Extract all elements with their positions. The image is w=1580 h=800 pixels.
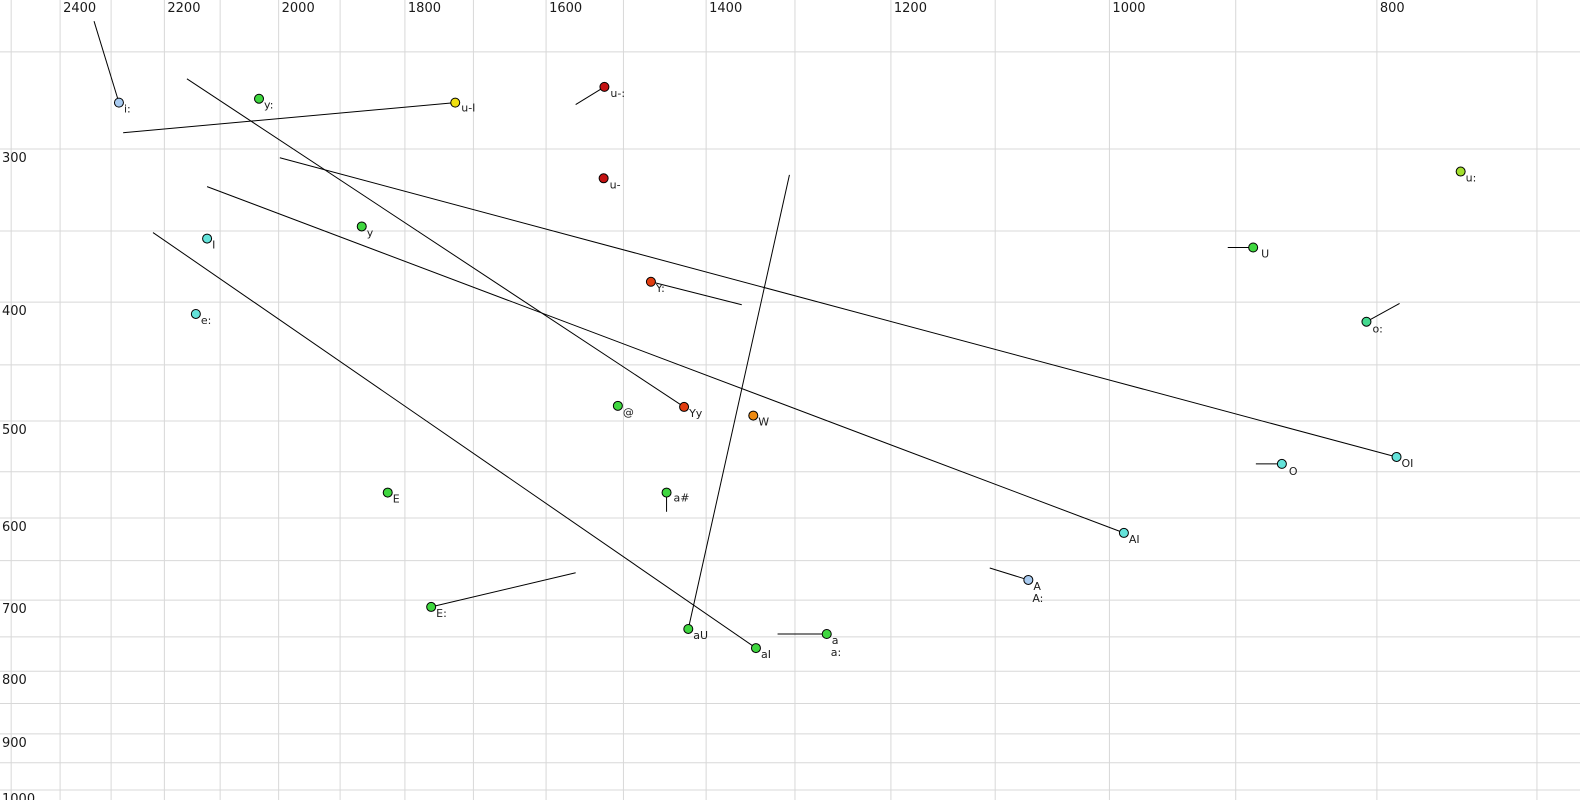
- trajectory-line-AI: [206, 186, 1125, 534]
- vowel-label-E: E: [393, 493, 400, 506]
- y-axis-tick-label: 300: [2, 151, 27, 166]
- vowel-point-@[interactable]: [612, 400, 623, 411]
- vowel-point-OI[interactable]: [1391, 451, 1402, 462]
- y-axis-tick-label: 800: [2, 673, 27, 688]
- vowel-point-E:[interactable]: [426, 601, 437, 612]
- vowel-point-y[interactable]: [356, 221, 367, 232]
- y-axis-tick-label: 500: [2, 423, 27, 438]
- vowel-label-AI: AI: [1129, 533, 1140, 546]
- x-axis-tick-label: 2400: [63, 1, 96, 16]
- trajectory-line-Yy: [186, 78, 685, 408]
- vowel-point-a[interactable]: [821, 628, 832, 639]
- vowel-label-a#: a#: [674, 492, 690, 505]
- vowel-point-W[interactable]: [748, 410, 759, 421]
- vowel-label-u-I: u-I: [461, 102, 475, 115]
- vowel-point-o:[interactable]: [1361, 316, 1372, 327]
- vowel-label-aI: aI: [761, 648, 771, 661]
- x-axis-tick-label: 1200: [894, 1, 927, 16]
- y-axis-tick-label: 600: [2, 520, 27, 535]
- vowel-label-OI: OI: [1402, 457, 1414, 470]
- vowel-point-i:[interactable]: [113, 97, 124, 108]
- vowel-label-y:: y:: [264, 99, 273, 112]
- vowel-point-E[interactable]: [382, 487, 393, 498]
- x-axis-tick-label: 2000: [282, 1, 315, 16]
- vowel-point-u:[interactable]: [1455, 166, 1466, 177]
- vowel-label-i:: i:: [124, 103, 131, 116]
- y-axis-tick-label: 1000: [2, 792, 35, 800]
- vowel-label-Y:: Y:: [655, 282, 665, 295]
- vowel-point-U[interactable]: [1248, 242, 1259, 253]
- x-axis-tick-label: 800: [1380, 1, 1405, 16]
- vowel-label-A: A: [1033, 580, 1041, 593]
- vowel-point-AI[interactable]: [1118, 527, 1129, 538]
- x-axis-tick-label: 1600: [549, 1, 582, 16]
- y-axis-tick-label: 900: [2, 736, 27, 751]
- vowel-label-E:: E:: [436, 607, 447, 620]
- vowel-point-A[interactable]: [1023, 574, 1034, 585]
- trajectory-line-u-I: [123, 102, 456, 134]
- vowel-label-u:: u:: [1466, 172, 1477, 185]
- x-axis-tick-label: 1800: [408, 1, 441, 16]
- trajectory-line-Y:: [650, 281, 742, 306]
- x-axis-tick-label: 1000: [1112, 1, 1145, 16]
- vowel-label-O: O: [1289, 465, 1298, 478]
- vowel-point-u-[interactable]: [598, 173, 609, 184]
- trajectory-line-u-:: [575, 86, 605, 105]
- x-axis-tick-label: 1400: [709, 1, 742, 16]
- vowel-label-e:: e:: [201, 314, 211, 327]
- vowel-label-aU: aU: [693, 629, 708, 642]
- vowel-label-A:: A:: [1032, 592, 1043, 605]
- vowel-label-u-: u-: [610, 178, 621, 191]
- vowel-point-y:[interactable]: [254, 93, 265, 104]
- vowel-point-u-:[interactable]: [599, 81, 610, 92]
- vowel-point-I[interactable]: [202, 233, 213, 244]
- trajectory-line-o:: [1366, 303, 1400, 323]
- vowel-point-aI[interactable]: [750, 643, 761, 654]
- vowel-label-u-:: u-:: [610, 87, 625, 100]
- trajectory-line-OI: [279, 157, 1397, 458]
- vowel-label-a:: a:: [831, 646, 841, 659]
- trajectory-line-aU: [687, 174, 790, 630]
- vowel-label-Yy: Yy: [688, 407, 703, 420]
- vowel-label-I: I: [212, 239, 215, 252]
- vowel-point-e:[interactable]: [190, 308, 201, 319]
- trajectory-line-E:: [431, 572, 576, 608]
- vowel-point-O[interactable]: [1276, 458, 1287, 469]
- vowel-label-U: U: [1261, 248, 1269, 261]
- vowel-point-Y:[interactable]: [645, 276, 656, 287]
- vowel-point-a#[interactable]: [661, 487, 672, 498]
- y-axis-tick-label: 700: [2, 602, 27, 617]
- vowel-label-@: @: [623, 406, 634, 419]
- trajectory-line-i:: [93, 21, 120, 103]
- vowel-label-y: y: [367, 226, 374, 239]
- vowel-label-W: W: [758, 416, 769, 429]
- x-axis-tick-label: 2200: [167, 1, 200, 16]
- vowel-point-u-I[interactable]: [450, 97, 461, 108]
- vowel-label-a: a: [832, 634, 839, 647]
- trajectory-line-A: [989, 567, 1029, 581]
- y-axis-tick-label: 400: [2, 304, 27, 319]
- vowel-label-o:: o:: [1372, 323, 1382, 336]
- vowel-point-Yy[interactable]: [679, 401, 690, 412]
- vowel-point-aU[interactable]: [683, 623, 694, 634]
- trajectory-line-aI: [152, 232, 757, 649]
